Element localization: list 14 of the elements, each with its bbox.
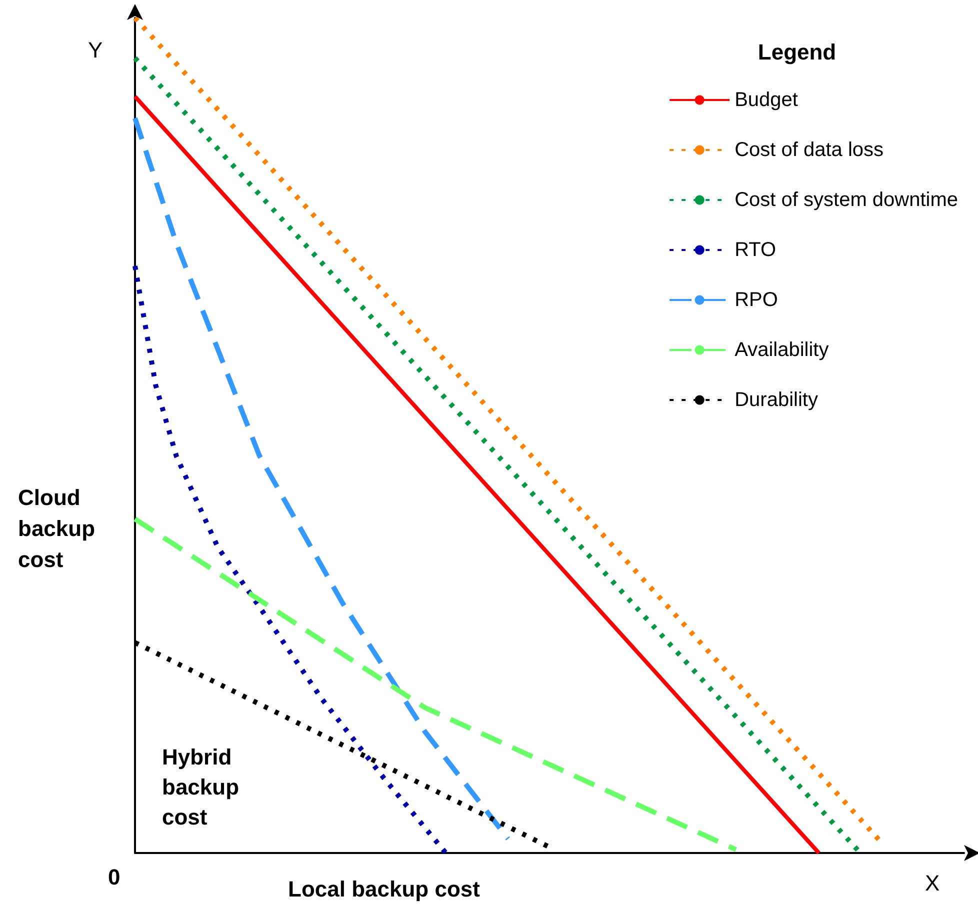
legend-label: RPO — [734, 289, 778, 311]
legend-label: Cost of system downtime — [734, 189, 958, 211]
text: 0 — [108, 864, 120, 890]
text: X — [925, 870, 940, 896]
annotation: Hybrid backup cost — [162, 744, 240, 830]
legend-label: Cost of data loss — [734, 139, 884, 161]
text: Y — [88, 38, 103, 62]
legend-label: RTO — [734, 239, 776, 261]
y-axis-title: Cloud backup cost — [18, 485, 96, 572]
x-axis-title: Local backup cost — [288, 876, 481, 902]
legend-label: Availability — [734, 339, 829, 361]
legend-title: Legend — [758, 40, 836, 64]
legend-label: Durability — [734, 389, 818, 411]
legend-label: Budget — [734, 89, 798, 111]
